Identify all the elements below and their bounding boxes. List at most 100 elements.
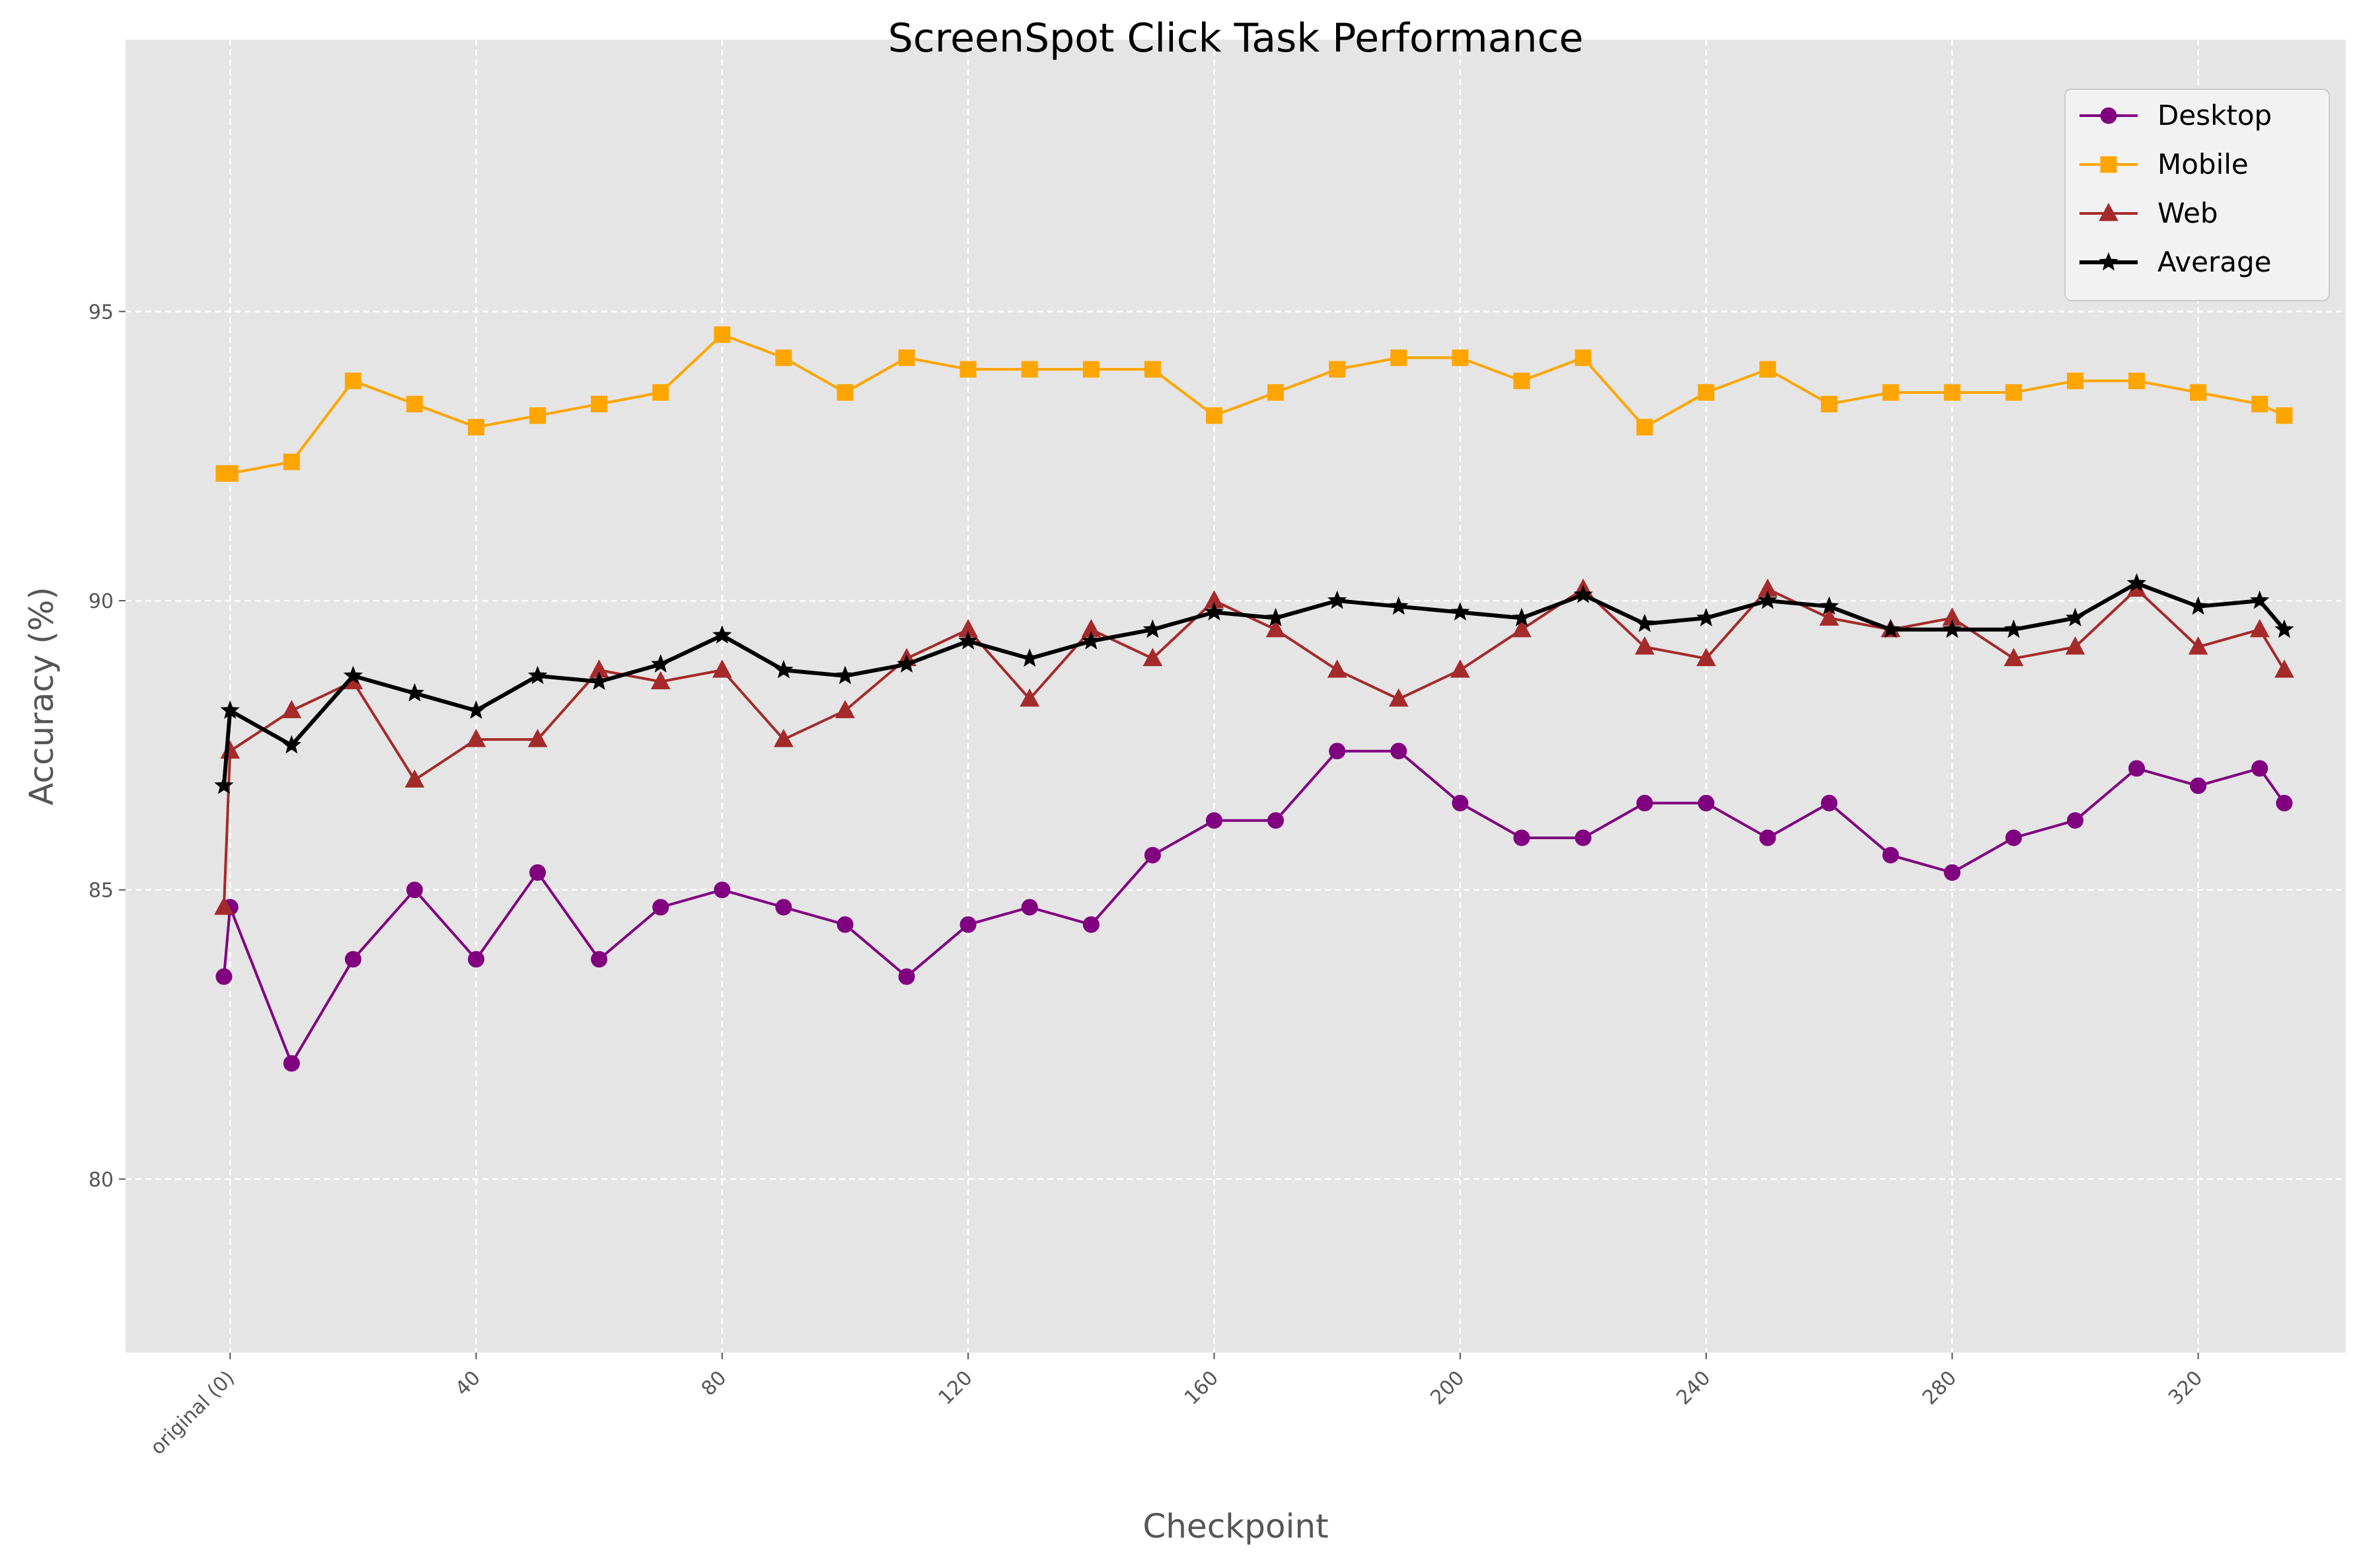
data-point-average <box>1635 613 1655 632</box>
data-point-web <box>1696 648 1716 667</box>
data-point-web <box>1511 618 1532 638</box>
data-point-average <box>712 625 732 644</box>
legend-label-mobile: Mobile <box>2157 148 2249 180</box>
y-axis-label: Accuracy (%) <box>22 587 61 805</box>
data-point-web <box>2188 636 2208 655</box>
data-point-web <box>1265 618 1286 638</box>
data-point-web <box>650 671 671 690</box>
series-layer <box>214 326 2294 1072</box>
data-point-average <box>2188 596 2208 615</box>
data-point-web <box>2065 636 2085 655</box>
data-point-average <box>2003 619 2024 638</box>
data-point-web <box>1819 607 1840 626</box>
data-point-average <box>1942 619 1962 638</box>
data-point-desktop <box>837 916 854 933</box>
data-point-desktop <box>1882 846 1899 864</box>
data-point-web <box>2249 618 2270 638</box>
data-point-mobile <box>1943 384 1961 401</box>
data-point-mobile <box>468 418 485 435</box>
data-point-web <box>466 729 486 747</box>
data-point-average <box>1327 590 1347 609</box>
data-point-web <box>1327 659 1347 678</box>
data-point-average <box>589 671 609 691</box>
data-point-mobile <box>1513 372 1530 389</box>
data-point-mobile <box>2128 372 2146 389</box>
data-point-desktop <box>1575 829 1592 846</box>
data-point-mobile <box>1575 349 1592 366</box>
data-point-average <box>774 659 794 679</box>
data-point-mobile <box>1390 349 1407 366</box>
legend-label-desktop: Desktop <box>2157 99 2272 131</box>
series-average <box>214 573 2294 794</box>
data-point-average <box>1388 596 1409 615</box>
data-point-desktop <box>1513 829 1530 846</box>
legend-item-desktop: Desktop <box>2079 99 2272 131</box>
data-point-mobile <box>406 395 423 412</box>
data-point-average <box>1758 590 1778 609</box>
data-point-mobile <box>2005 384 2022 401</box>
data-point-average <box>281 735 301 754</box>
x-tick-label: 280 <box>1918 1366 1961 1409</box>
data-point-desktop <box>1759 829 1776 846</box>
x-tick-label: 80 <box>697 1366 731 1401</box>
data-point-desktop <box>529 864 546 881</box>
grid-layer <box>126 40 2346 1353</box>
data-point-mobile <box>837 384 854 401</box>
data-point-desktop <box>591 951 608 968</box>
legend-box <box>2064 89 2330 301</box>
data-point-desktop <box>2190 777 2207 794</box>
series-line-mobile <box>223 333 2285 475</box>
x-tick-label: 240 <box>1672 1366 1715 1409</box>
data-point-desktop <box>1144 846 1161 864</box>
data-point-desktop <box>344 951 361 968</box>
data-point-desktop <box>1021 899 1038 916</box>
data-point-mobile <box>652 384 669 401</box>
data-point-mobile <box>2276 407 2293 424</box>
data-point-desktop <box>1205 812 1222 829</box>
data-point-mobile <box>1267 384 1284 401</box>
series-desktop <box>215 743 2293 1072</box>
data-point-desktop <box>2276 794 2293 811</box>
legend-item-web: Web <box>2079 197 2218 229</box>
data-point-web <box>1388 688 1409 707</box>
data-point-desktop <box>959 916 977 933</box>
y-tick-label: 80 <box>89 1168 114 1191</box>
legend-marker-web <box>2099 202 2118 221</box>
data-point-average <box>1819 596 1839 615</box>
data-point-web <box>774 729 794 747</box>
legend-item-mobile: Mobile <box>2079 148 2249 180</box>
data-point-mobile <box>1759 361 1776 378</box>
data-point-mobile <box>775 349 792 366</box>
data-point-average <box>1450 602 1470 621</box>
data-point-desktop <box>652 899 669 916</box>
data-point-web <box>712 659 732 678</box>
x-tick-label: 200 <box>1426 1366 1469 1409</box>
data-point-mobile <box>1452 349 1469 366</box>
data-point-mobile <box>1329 361 1346 378</box>
data-point-mobile <box>898 349 915 366</box>
data-point-desktop <box>2066 812 2083 829</box>
data-point-average <box>958 630 978 650</box>
data-point-average <box>1696 607 1716 626</box>
data-point-average <box>1512 607 1532 626</box>
data-point-desktop <box>2128 760 2146 777</box>
data-point-average <box>1204 602 1224 621</box>
data-point-mobile <box>959 361 977 378</box>
y-tick-label: 85 <box>89 879 114 903</box>
data-point-desktop <box>1452 794 1469 811</box>
data-point-desktop <box>775 899 792 916</box>
data-point-average <box>1081 630 1101 650</box>
x-tick-label: 160 <box>1180 1366 1223 1409</box>
data-point-average <box>466 700 486 719</box>
data-point-average <box>2126 573 2147 592</box>
data-point-desktop <box>1082 916 1100 933</box>
data-point-mobile <box>1205 407 1222 424</box>
data-point-average <box>2065 607 2085 626</box>
x-tick-label: original (0) <box>146 1366 239 1460</box>
data-point-desktop <box>406 881 423 899</box>
data-point-desktop <box>1329 743 1346 760</box>
chart-title: ScreenSpot Click Task Performance <box>888 15 1584 61</box>
legend-marker-mobile <box>2100 156 2117 173</box>
data-point-average <box>2250 590 2270 609</box>
data-point-web <box>1142 648 1163 667</box>
